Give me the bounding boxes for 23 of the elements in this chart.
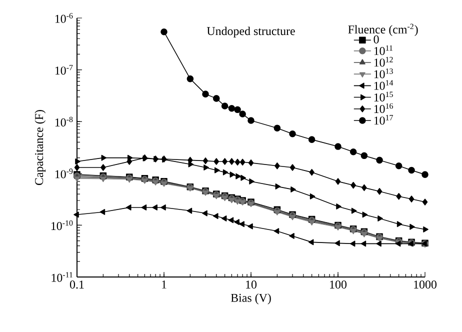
legend-label: 10$^{16}$ [374,103,394,114]
x-tick-label: 1 [162,280,166,288]
y-axis-title: Capacitance (F) [34,110,46,186]
y-tick-label: 10$^{-9}$ [55,168,73,178]
legend-label: 0 [374,35,379,44]
x-tick-label: 100 [330,280,347,289]
legend-label: 10$^{15}$ [374,92,393,102]
y-tick-label: 10$^{-11}$ [52,272,72,282]
legend-label: 10$^{11}$ [374,45,392,56]
legend-label: 10$^{13}$ [374,68,393,78]
x-tick-label: 1000 [414,280,436,289]
legend-title: Fluence (cm$^{-2}$) [348,24,418,36]
legend-label: 10$^{12}$ [374,56,393,67]
x-tick-label: 10 [246,280,257,289]
y-tick-label: 10$^{-7}$ [55,64,73,75]
y-tick-label: 10$^{-8}$ [55,116,73,126]
legend-label: 10$^{17}$ [374,114,394,125]
x-tick-label: 0.1 [70,280,84,289]
text: Undoped structure [206,26,295,38]
y-tick-label: 10$^{-6}$ [55,13,73,23]
y-tick-label: 10$^{-10}$ [51,220,73,230]
x-axis-title: Bias (V) [230,293,271,304]
legend-label: 10$^{14}$ [374,80,394,90]
